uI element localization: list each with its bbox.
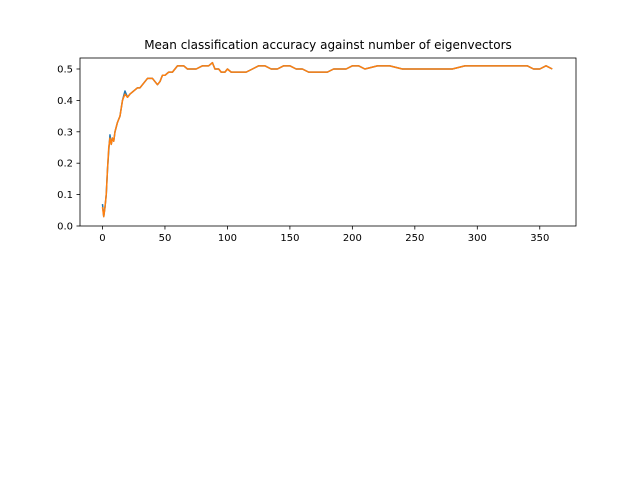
- series-group: [101, 61, 553, 218]
- series-line-2: [101, 61, 553, 218]
- x-tick-label: 100: [218, 233, 237, 244]
- y-tick-label: 0.4: [57, 96, 73, 107]
- y-axis: 0.0 0.1 0.2 0.3 0.4 0.5: [57, 64, 80, 233]
- x-tick-label: 0: [99, 233, 105, 244]
- x-tick-label: 150: [280, 233, 299, 244]
- x-tick-label: 300: [468, 233, 487, 244]
- x-tick-label: 50: [159, 233, 172, 244]
- y-tick-label: 0.1: [57, 190, 73, 201]
- y-tick-label: 0.0: [57, 222, 73, 233]
- y-tick-label: 0.5: [57, 64, 73, 75]
- y-tick-label: 0.2: [57, 159, 73, 170]
- chart-title: Mean classification accuracy against num…: [144, 38, 512, 52]
- x-tick-label: 250: [405, 233, 424, 244]
- x-tick-label: 200: [343, 233, 362, 244]
- plot-area-frame: [79, 57, 577, 227]
- y-tick-label: 0.3: [57, 127, 73, 138]
- x-tick-label: 350: [530, 233, 549, 244]
- x-axis: 0 50 100 150 200 250 300 350: [99, 226, 549, 244]
